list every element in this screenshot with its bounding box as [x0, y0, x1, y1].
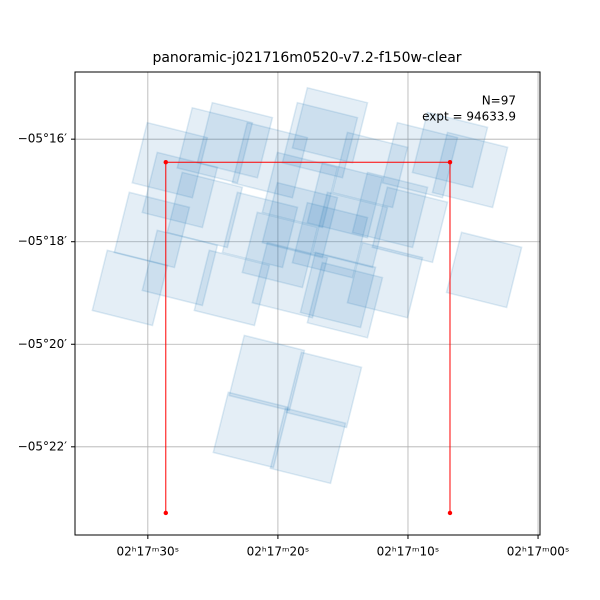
- footprint: [299, 251, 377, 329]
- x-tick-label: 02ʰ17ᵐ00ˢ: [507, 545, 570, 559]
- axes-frame: [74, 71, 541, 536]
- footprint: [241, 211, 319, 289]
- y-tick-label: −05°20′: [18, 337, 68, 351]
- footprint: [231, 121, 309, 199]
- footprint: [196, 101, 274, 179]
- x-tick-label: 02ʰ17ᵐ30ˢ: [117, 545, 180, 559]
- x-tick-label: 02ʰ17ᵐ20ˢ: [247, 545, 310, 559]
- outline: [165, 161, 451, 513]
- footprint: [221, 191, 299, 269]
- footprint: [261, 151, 339, 229]
- footprint: [261, 181, 339, 259]
- footprint: [445, 231, 523, 309]
- outline-vertex: [163, 160, 168, 165]
- footprint: [141, 229, 219, 307]
- x-tick-label: 02ʰ17ᵐ10ˢ: [377, 545, 440, 559]
- y-tick-label: −05°22′: [18, 439, 68, 453]
- footprint: [176, 106, 254, 184]
- footprint: [269, 407, 347, 485]
- footprint: [251, 241, 329, 319]
- annotation: N=97: [482, 94, 516, 108]
- footprint: [351, 171, 429, 249]
- footprint: [281, 101, 359, 179]
- footprint: [141, 151, 219, 229]
- outline-vertex: [447, 160, 453, 165]
- footprint: [311, 191, 389, 269]
- footprint: [411, 111, 489, 189]
- footprint: [346, 241, 424, 319]
- y-tick-label: −05°18′: [18, 234, 68, 248]
- outline-vertex: [163, 510, 168, 516]
- y-tick-label: −05°16′: [18, 132, 68, 146]
- footprint: [212, 391, 290, 469]
- footprint: [306, 161, 384, 239]
- footprint: [371, 186, 449, 264]
- footprint: [285, 351, 363, 429]
- outline-vertex: [447, 510, 453, 516]
- annotation: expt = 94633.9: [422, 110, 516, 124]
- plot-area: [75, 72, 540, 535]
- footprint: [91, 249, 169, 327]
- footprint: [228, 334, 306, 412]
- footprint: [166, 171, 244, 249]
- footprint: [306, 261, 384, 339]
- footprint: [113, 191, 191, 269]
- chart-title: panoramic-j021716m0520-v7.2-f150w-clear: [152, 50, 461, 66]
- footprint: [291, 86, 369, 164]
- footprint: [193, 249, 271, 327]
- footprint: [291, 201, 369, 279]
- footprint: [131, 121, 209, 199]
